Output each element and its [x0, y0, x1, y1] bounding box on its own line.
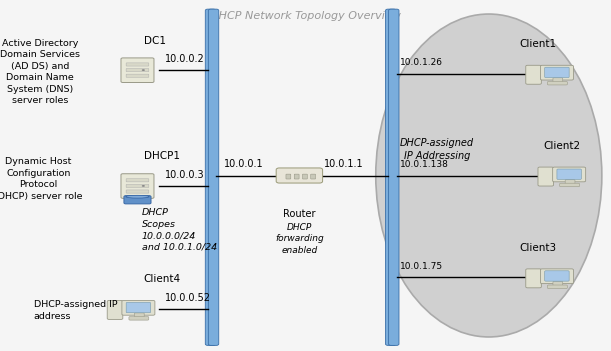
FancyBboxPatch shape [276, 168, 323, 183]
FancyBboxPatch shape [134, 313, 144, 318]
FancyBboxPatch shape [560, 183, 579, 187]
Text: DHCP
Scopes
10.0.0.0/24
and 10.0.1.0/24: DHCP Scopes 10.0.0.0/24 and 10.0.1.0/24 [142, 208, 217, 252]
Text: Client3: Client3 [519, 243, 557, 253]
FancyBboxPatch shape [538, 167, 554, 186]
Text: DHCP Network Topology Overview: DHCP Network Topology Overview [210, 11, 401, 20]
Text: 10.0.1.75: 10.0.1.75 [400, 262, 444, 271]
Text: Dynamic Host
Configuration
Protocol
(DHCP) server role: Dynamic Host Configuration Protocol (DHC… [0, 157, 82, 201]
FancyBboxPatch shape [547, 81, 567, 85]
Circle shape [142, 69, 145, 71]
FancyBboxPatch shape [541, 269, 574, 284]
Text: Client1: Client1 [519, 39, 557, 49]
Text: 10.0.1.26: 10.0.1.26 [400, 58, 443, 67]
Text: Active Directory
Domain Services
(AD DS) and
Domain Name
System (DNS)
server rol: Active Directory Domain Services (AD DS)… [0, 39, 79, 105]
FancyBboxPatch shape [389, 9, 399, 345]
FancyBboxPatch shape [122, 300, 155, 315]
FancyBboxPatch shape [126, 302, 151, 313]
FancyBboxPatch shape [286, 174, 291, 179]
Text: DC1: DC1 [144, 36, 166, 46]
FancyBboxPatch shape [547, 285, 567, 289]
FancyBboxPatch shape [205, 9, 216, 345]
FancyBboxPatch shape [541, 65, 574, 80]
FancyBboxPatch shape [126, 184, 149, 187]
Text: 10.0.1.1: 10.0.1.1 [324, 159, 364, 169]
FancyBboxPatch shape [126, 74, 149, 77]
Text: 10.0.0.1: 10.0.0.1 [224, 159, 263, 169]
FancyBboxPatch shape [295, 174, 299, 179]
FancyBboxPatch shape [121, 58, 154, 82]
Text: Client2: Client2 [544, 141, 581, 151]
Text: 10.0.0.3: 10.0.0.3 [165, 170, 205, 180]
FancyBboxPatch shape [525, 269, 541, 288]
Text: Client4: Client4 [144, 274, 181, 284]
Text: 10.0.1.138: 10.0.1.138 [400, 160, 449, 169]
FancyBboxPatch shape [565, 179, 575, 185]
FancyBboxPatch shape [126, 190, 149, 193]
Ellipse shape [126, 195, 149, 198]
Ellipse shape [376, 14, 602, 337]
FancyBboxPatch shape [126, 179, 149, 182]
Text: DHCP1: DHCP1 [144, 152, 180, 161]
Text: DHCP-assigned
IP Addressing: DHCP-assigned IP Addressing [400, 138, 474, 160]
FancyBboxPatch shape [121, 174, 154, 198]
Text: Router: Router [283, 209, 316, 219]
FancyBboxPatch shape [553, 78, 563, 83]
FancyBboxPatch shape [129, 317, 149, 320]
FancyBboxPatch shape [553, 167, 586, 182]
FancyBboxPatch shape [557, 169, 582, 179]
FancyBboxPatch shape [553, 282, 563, 286]
Text: DHCP-assigned IP
address: DHCP-assigned IP address [34, 300, 117, 321]
FancyBboxPatch shape [124, 196, 151, 204]
FancyBboxPatch shape [126, 68, 149, 72]
FancyBboxPatch shape [545, 271, 569, 281]
FancyBboxPatch shape [302, 174, 307, 179]
FancyBboxPatch shape [108, 300, 123, 319]
FancyBboxPatch shape [126, 63, 149, 66]
Text: 10.0.0.52: 10.0.0.52 [165, 293, 211, 303]
Circle shape [142, 185, 145, 187]
FancyBboxPatch shape [208, 9, 219, 345]
FancyBboxPatch shape [545, 67, 569, 78]
FancyBboxPatch shape [386, 9, 396, 345]
FancyBboxPatch shape [310, 174, 315, 179]
Text: 10.0.0.2: 10.0.0.2 [165, 54, 205, 64]
Text: DHCP
forwarding
enabled: DHCP forwarding enabled [275, 223, 324, 255]
FancyBboxPatch shape [525, 65, 541, 84]
